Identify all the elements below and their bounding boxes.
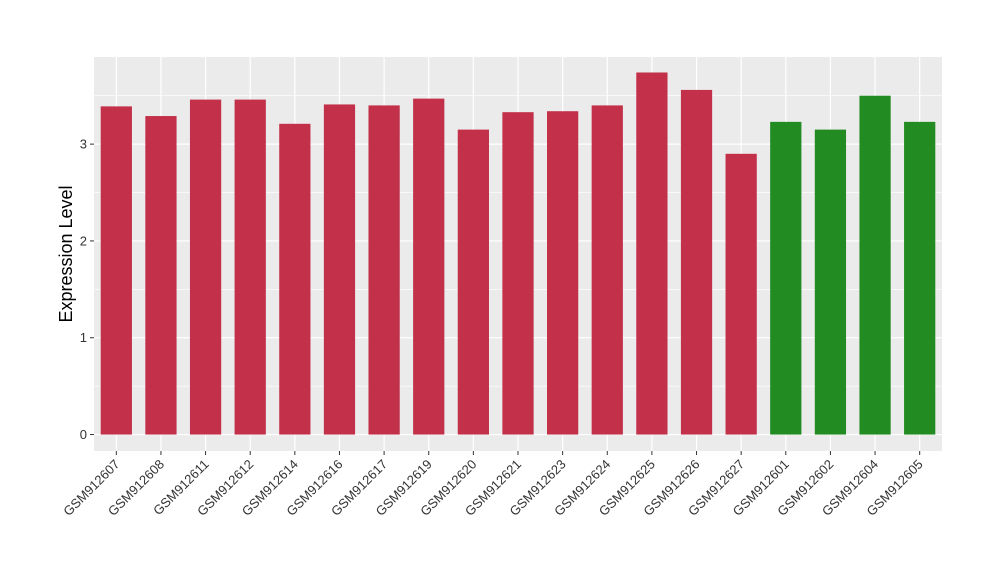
bar-GSM912608 <box>145 116 177 435</box>
bar-GSM912601 <box>770 121 802 435</box>
y-axis: 0 1 2 3 <box>80 137 94 442</box>
y-tick-label: 0 <box>80 427 87 442</box>
bar-GSM912625 <box>636 72 668 435</box>
y-tick-label: 3 <box>80 137 87 152</box>
bar-GSM912614 <box>279 123 311 435</box>
y-tick-label: 2 <box>80 233 87 248</box>
bar-GSM912611 <box>189 99 222 435</box>
bar-GSM912607 <box>100 106 132 435</box>
bar-GSM912623 <box>547 111 579 435</box>
bar-GSM912616 <box>323 104 356 435</box>
bar-GSM912624 <box>591 105 623 435</box>
y-tick-label: 1 <box>80 330 87 345</box>
bar-GSM912617 <box>368 105 400 435</box>
bar-GSM912620 <box>457 129 489 435</box>
bar-GSM912627 <box>725 153 757 435</box>
x-axis: GSM912607GSM912608GSM912611GSM912612GSM9… <box>60 451 926 519</box>
y-axis-title: Expression Level <box>56 185 76 322</box>
bar-GSM912605 <box>904 121 936 435</box>
bar-GSM912604 <box>859 95 891 435</box>
bar-GSM912626 <box>680 89 713 435</box>
bars <box>100 72 936 435</box>
bar-GSM912602 <box>814 129 847 435</box>
bar-GSM912612 <box>234 99 266 435</box>
bar-GSM912619 <box>413 98 445 435</box>
bar-GSM912621 <box>502 112 534 435</box>
